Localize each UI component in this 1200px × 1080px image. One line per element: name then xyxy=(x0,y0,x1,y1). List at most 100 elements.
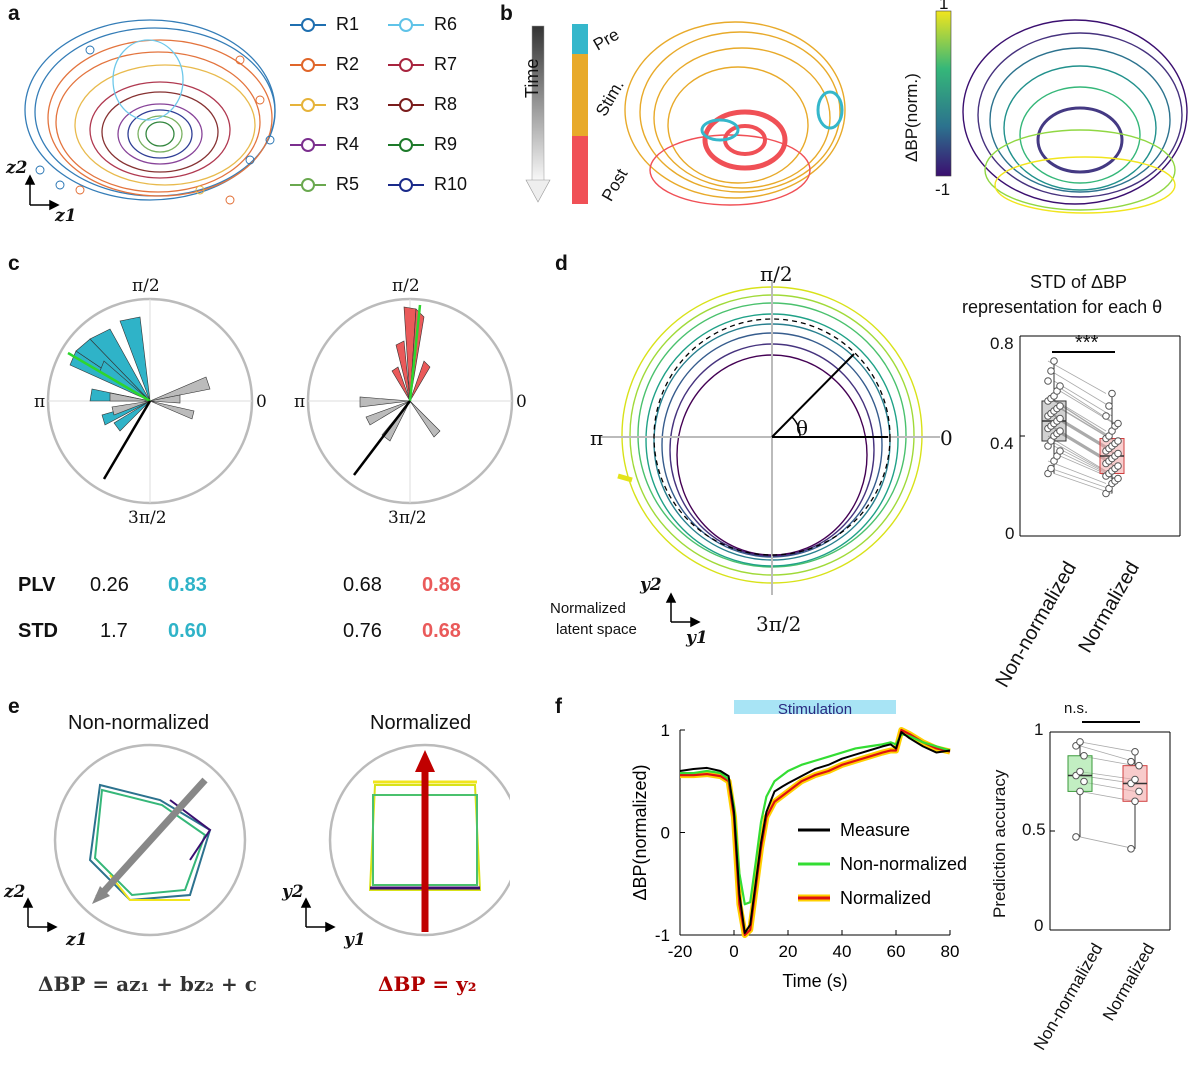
data-point xyxy=(1131,748,1139,756)
panel-c-polar-plots xyxy=(46,297,514,505)
data-point xyxy=(1105,402,1113,410)
pair-line xyxy=(1053,400,1113,439)
data-point xyxy=(1056,414,1064,423)
legend-item-r9: R9 xyxy=(388,134,457,155)
polar-right-left: π xyxy=(294,392,306,412)
box-f-ytick-2: 1 xyxy=(1034,720,1044,739)
box-f-significance: n.s. xyxy=(1064,700,1089,717)
latent-space-label-1: Normalized xyxy=(550,600,626,617)
latent-right-angle: 0 xyxy=(940,426,953,450)
legend-item-r6: R6 xyxy=(388,14,457,35)
std-left-a: 1.7 xyxy=(100,620,128,642)
axis-label-y1: y1 xyxy=(686,628,708,648)
legend-marker-icon xyxy=(388,177,424,192)
data-point xyxy=(1056,382,1064,390)
legend-item-r4: R4 xyxy=(290,134,359,155)
panel-letter-e: e xyxy=(8,695,20,718)
std-label: STD xyxy=(18,620,58,642)
data-point xyxy=(1108,389,1116,398)
panel-e-axes-right xyxy=(300,897,336,933)
legend-marker-icon xyxy=(290,177,326,192)
legend-item-r7: R7 xyxy=(388,54,457,75)
pair-line xyxy=(1047,460,1107,484)
box-d-ytick-0: 0 xyxy=(1005,524,1015,543)
box-f-ytick-0: 0 xyxy=(1034,916,1044,935)
legend-item-r10: R10 xyxy=(388,174,467,195)
panel-b-phase-trajectories xyxy=(624,21,846,206)
panel-f-boxplot xyxy=(1049,721,1171,931)
panel-e-title-right: Normalized xyxy=(370,712,472,734)
data-point xyxy=(1114,419,1122,428)
pair-line xyxy=(1047,360,1107,394)
legend-label-measure: Measure xyxy=(840,820,910,840)
box-d-cat-0: Non-normalized xyxy=(991,558,1082,692)
legend-label-non-normalized: Non-normalized xyxy=(840,854,967,874)
pair-line xyxy=(1079,745,1136,763)
box-f-cat-0: Non-normalized xyxy=(1030,940,1107,1054)
polar-right-bottom: 3π/2 xyxy=(388,508,427,528)
legend-label: R8 xyxy=(434,94,458,114)
legend-label: R3 xyxy=(336,94,360,114)
x-tick-label: 60 xyxy=(887,942,906,961)
data-point xyxy=(1056,447,1064,455)
y-tick-label: -1 xyxy=(655,926,670,945)
data-point xyxy=(1076,738,1084,746)
legend-marker-icon xyxy=(388,137,424,152)
pair-line xyxy=(1079,836,1136,850)
data-point xyxy=(1102,412,1110,420)
axis-label-z1: z1 xyxy=(55,206,77,226)
y-axis-label: ΔBP(normalized) xyxy=(630,764,650,900)
data-point xyxy=(1131,797,1139,806)
x-tick-label: -20 xyxy=(668,942,693,961)
std-left-b: 0.60 xyxy=(168,620,207,642)
colorbar-min: -1 xyxy=(935,180,951,199)
box-d-title-1: STD of ΔBP xyxy=(1030,272,1128,292)
box-d-ytick-2: 0.8 xyxy=(990,334,1014,353)
legend-label: R9 xyxy=(434,134,458,154)
data-point xyxy=(1050,357,1058,365)
e-axis-y1: y1 xyxy=(344,930,366,950)
x-axis-label: Time (s) xyxy=(782,971,847,991)
legend-label: R5 xyxy=(336,174,360,194)
std-right-a: 0.76 xyxy=(343,620,382,642)
legend-label: R6 xyxy=(434,14,458,34)
data-point xyxy=(1080,751,1088,760)
data-point xyxy=(1114,437,1122,445)
data-point xyxy=(1127,845,1135,853)
series-line-measure xyxy=(679,731,951,934)
pair-line xyxy=(1047,395,1107,432)
panel-d-boxplot xyxy=(1019,335,1181,537)
legend-marker-icon xyxy=(388,17,424,32)
panel-a-trajectories xyxy=(24,19,276,211)
legend-label: R7 xyxy=(434,54,458,74)
polar-right-top: π/2 xyxy=(392,276,420,296)
colorbar-max: 1 xyxy=(939,0,949,13)
e-axis-z2: z2 xyxy=(4,882,26,902)
panel-b-dbp-trajectories xyxy=(962,19,1188,214)
data-point xyxy=(1076,767,1084,776)
phase-bar xyxy=(572,24,588,204)
data-point xyxy=(1135,787,1143,796)
legend-item-r8: R8 xyxy=(388,94,457,115)
data-point xyxy=(1114,474,1122,483)
y-tick-label: 0 xyxy=(661,824,670,843)
x-tick-label: 0 xyxy=(729,942,738,961)
axis-label-z2: z2 xyxy=(6,158,28,178)
stimulation-bar xyxy=(734,700,896,714)
legend-marker-icon xyxy=(290,97,326,112)
polar-left-left: π xyxy=(34,392,46,412)
pair-line xyxy=(1050,370,1110,407)
pair-line xyxy=(1050,440,1110,474)
legend-label: R10 xyxy=(434,174,468,194)
box-f-ytick-1: 0.5 xyxy=(1022,820,1046,839)
data-point xyxy=(1044,377,1052,385)
box-d-significance: *** xyxy=(1075,332,1099,354)
data-point xyxy=(1114,462,1122,470)
plv-left-b: 0.83 xyxy=(168,574,207,596)
latent-bottom-angle: 3π/2 xyxy=(756,612,802,636)
legend-item-r2: R2 xyxy=(290,54,359,75)
panel-letter-d: d xyxy=(555,252,568,275)
box-d-ytick-1: 0.4 xyxy=(990,434,1014,453)
colorbar-label: ΔBP(norm.) xyxy=(902,73,921,162)
pair-line xyxy=(1079,741,1136,753)
